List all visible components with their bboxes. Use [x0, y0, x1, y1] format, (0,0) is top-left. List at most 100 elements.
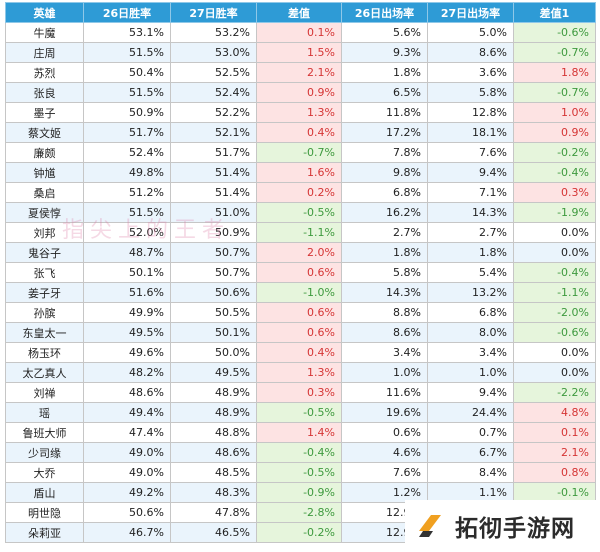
table-body: 牛魔 53.1% 53.2% 0.1% 5.6% 5.0% -0.6% 庄周 51.5% 53.0…: [5, 22, 596, 543]
column-header: 差值: [256, 2, 342, 23]
table-cell: 48.9%: [170, 402, 257, 423]
table-cell: 50.9%: [170, 222, 257, 243]
table-cell: -1.1%: [513, 282, 596, 303]
table-cell: 0.0%: [513, 222, 596, 243]
table-cell: -0.2%: [513, 142, 596, 163]
table-row: 庄周 51.5% 53.0% 1.5% 9.3% 8.6% -0.7%: [5, 42, 596, 63]
table-cell: 0.9%: [256, 82, 342, 103]
table-cell: 13.2%: [427, 282, 514, 303]
table-row: 牛魔 53.1% 53.2% 0.1% 5.6% 5.0% -0.6%: [5, 22, 596, 43]
table-cell: 50.6%: [83, 502, 171, 523]
table-cell: 19.6%: [341, 402, 428, 423]
table-cell: 2.0%: [256, 242, 342, 263]
hero-name-cell: 蔡文姬: [5, 122, 84, 143]
table-cell: 5.8%: [341, 262, 428, 283]
table-cell: -0.4%: [513, 162, 596, 183]
table-cell: 0.0%: [513, 342, 596, 363]
table-cell: 49.2%: [83, 482, 171, 503]
table-cell: 14.3%: [341, 282, 428, 303]
hero-name-cell: 张飞: [5, 262, 84, 283]
table-cell: 48.6%: [170, 442, 257, 463]
table-cell: 52.4%: [83, 142, 171, 163]
hero-name-cell: 牛魔: [5, 22, 84, 43]
table-cell: 11.6%: [341, 382, 428, 403]
table-cell: 1.3%: [256, 102, 342, 123]
table-cell: 0.0%: [513, 362, 596, 383]
hero-name-cell: 少司缘: [5, 442, 84, 463]
table-cell: 3.4%: [341, 342, 428, 363]
hero-stats-table: 英雄 26日胜率 27日胜率 差值 26日出场率 27日出场率 差值1 牛魔 53…: [5, 2, 596, 543]
table-cell: -2.8%: [256, 502, 342, 523]
table-cell: 50.1%: [83, 262, 171, 283]
table-cell: 4.6%: [341, 442, 428, 463]
hero-name-cell: 东皇太一: [5, 322, 84, 343]
table-cell: -0.4%: [256, 442, 342, 463]
table-cell: -0.5%: [256, 462, 342, 483]
table-cell: 53.0%: [170, 42, 257, 63]
table-cell: 52.1%: [170, 122, 257, 143]
table-cell: -0.2%: [256, 522, 342, 543]
table-cell: 48.6%: [83, 382, 171, 403]
table-row: 桑启 51.2% 51.4% 0.2% 6.8% 7.1% 0.3%: [5, 182, 596, 203]
hero-name-cell: 朵莉亚: [5, 522, 84, 543]
column-header: 英雄: [5, 2, 84, 23]
table-cell: 51.7%: [170, 142, 257, 163]
hero-name-cell: 鲁班大师: [5, 422, 84, 443]
column-header: 27日胜率: [170, 2, 257, 23]
table-cell: 8.8%: [341, 302, 428, 323]
table-cell: 0.6%: [341, 422, 428, 443]
table-cell: 7.8%: [341, 142, 428, 163]
hero-name-cell: 桑启: [5, 182, 84, 203]
table-cell: 52.4%: [170, 82, 257, 103]
table-cell: 47.4%: [83, 422, 171, 443]
table-cell: 6.7%: [427, 442, 514, 463]
table-row: 夏侯惇 51.5% 51.0% -0.5% 16.2% 14.3% -1.9%: [5, 202, 596, 223]
table-cell: 51.5%: [83, 82, 171, 103]
table-cell: 48.8%: [170, 422, 257, 443]
table-cell: 1.8%: [341, 62, 428, 83]
table-cell: 2.7%: [427, 222, 514, 243]
hero-name-cell: 太乙真人: [5, 362, 84, 383]
table-cell: 6.5%: [341, 82, 428, 103]
table-row: 廉颇 52.4% 51.7% -0.7% 7.8% 7.6% -0.2%: [5, 142, 596, 163]
table-cell: 0.1%: [256, 22, 342, 43]
table-cell: 49.8%: [83, 162, 171, 183]
table-cell: -0.5%: [256, 402, 342, 423]
table-cell: -2.2%: [513, 382, 596, 403]
table-cell: 3.6%: [427, 62, 514, 83]
hero-name-cell: 苏烈: [5, 62, 84, 83]
table-cell: 4.8%: [513, 402, 596, 423]
table-cell: 51.6%: [83, 282, 171, 303]
table-row: 张良 51.5% 52.4% 0.9% 6.5% 5.8% -0.7%: [5, 82, 596, 103]
table-cell: 8.0%: [427, 322, 514, 343]
table-cell: 49.0%: [83, 462, 171, 483]
hero-name-cell: 姜子牙: [5, 282, 84, 303]
table-cell: 0.3%: [513, 182, 596, 203]
table-row: 孙膑 49.9% 50.5% 0.6% 8.8% 6.8% -2.0%: [5, 302, 596, 323]
table-cell: -0.6%: [513, 22, 596, 43]
table-cell: 1.6%: [256, 162, 342, 183]
table-cell: 2.1%: [256, 62, 342, 83]
table-cell: 50.9%: [83, 102, 171, 123]
hero-name-cell: 庄周: [5, 42, 84, 63]
table-cell: 0.4%: [256, 122, 342, 143]
logo-text: 拓彻手游网: [455, 516, 575, 542]
table-cell: 48.7%: [83, 242, 171, 263]
table-cell: 0.1%: [513, 422, 596, 443]
table-cell: 5.8%: [427, 82, 514, 103]
table-cell: 50.0%: [170, 342, 257, 363]
table-cell: 1.1%: [427, 482, 514, 503]
table-cell: 53.1%: [83, 22, 171, 43]
table-cell: 1.0%: [513, 102, 596, 123]
table-cell: 7.6%: [427, 142, 514, 163]
table-cell: 11.8%: [341, 102, 428, 123]
table-cell: 50.1%: [170, 322, 257, 343]
table-cell: 3.4%: [427, 342, 514, 363]
table-cell: 49.5%: [83, 322, 171, 343]
table-cell: 1.8%: [513, 62, 596, 83]
table-cell: 17.2%: [341, 122, 428, 143]
table-cell: -0.6%: [513, 322, 596, 343]
table-cell: 0.9%: [513, 122, 596, 143]
table-cell: 49.6%: [83, 342, 171, 363]
column-header: 27日出场率: [427, 2, 514, 23]
